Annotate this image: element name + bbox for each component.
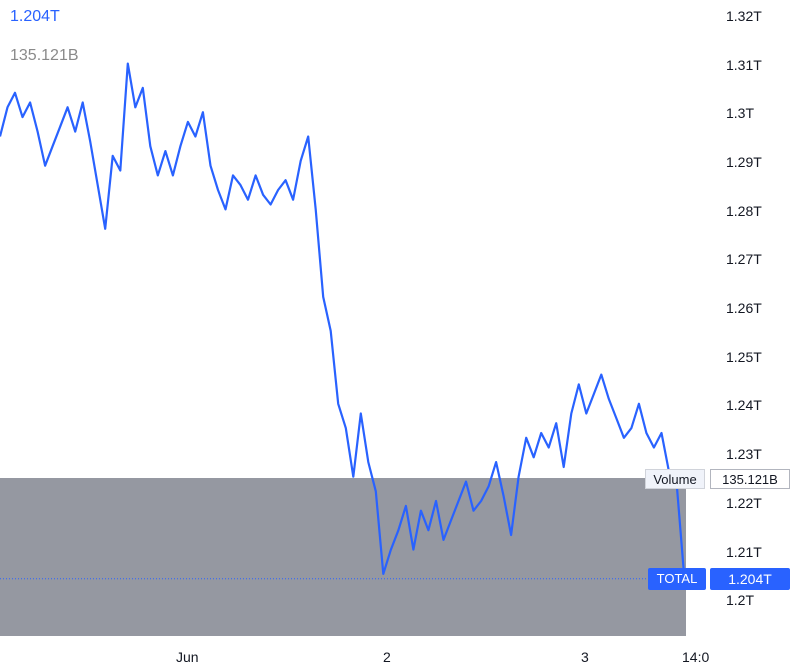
y-tick-label: 1.22T	[726, 495, 762, 511]
x-axis: Jun 2 3 14:0	[176, 649, 709, 665]
x-tick-label: Jun	[176, 649, 199, 665]
legend-price-value: 1.204T	[10, 8, 60, 25]
y-tick-label: 1.23T	[726, 446, 762, 462]
y-tick-label: 1.21T	[726, 544, 762, 560]
y-tick-label: 1.26T	[726, 300, 762, 316]
total-price-label: 1.204T	[710, 568, 790, 590]
x-tick-label: 14:0	[682, 649, 709, 665]
y-tick-label: 1.25T	[726, 349, 762, 365]
volume-bar	[0, 478, 686, 636]
price-line	[0, 62, 686, 576]
y-tick-label: 1.24T	[726, 397, 762, 413]
y-tick-label: 1.29T	[726, 154, 762, 170]
y-tick-label: 1.31T	[726, 57, 762, 73]
x-tick-label: 3	[581, 649, 589, 665]
volume-series-tag: Volume	[645, 469, 705, 489]
total-series-tag: TOTAL	[648, 568, 706, 590]
y-tick-label: 1.2T	[726, 592, 754, 608]
y-tick-label: 1.32T	[726, 8, 762, 24]
volume-value-label: 135.121B	[710, 469, 790, 489]
x-tick-label: 2	[383, 649, 391, 665]
y-tick-label: 1.27T	[726, 251, 762, 267]
volume-area	[0, 478, 686, 636]
y-tick-label: 1.28T	[726, 203, 762, 219]
legend-volume-value: 135.121B	[10, 47, 79, 64]
y-tick-label: 1.3T	[726, 105, 754, 121]
series-line-total	[0, 62, 686, 576]
y-axis: 1.32T 1.31T 1.3T 1.29T 1.28T 1.27T 1.26T…	[726, 8, 762, 608]
